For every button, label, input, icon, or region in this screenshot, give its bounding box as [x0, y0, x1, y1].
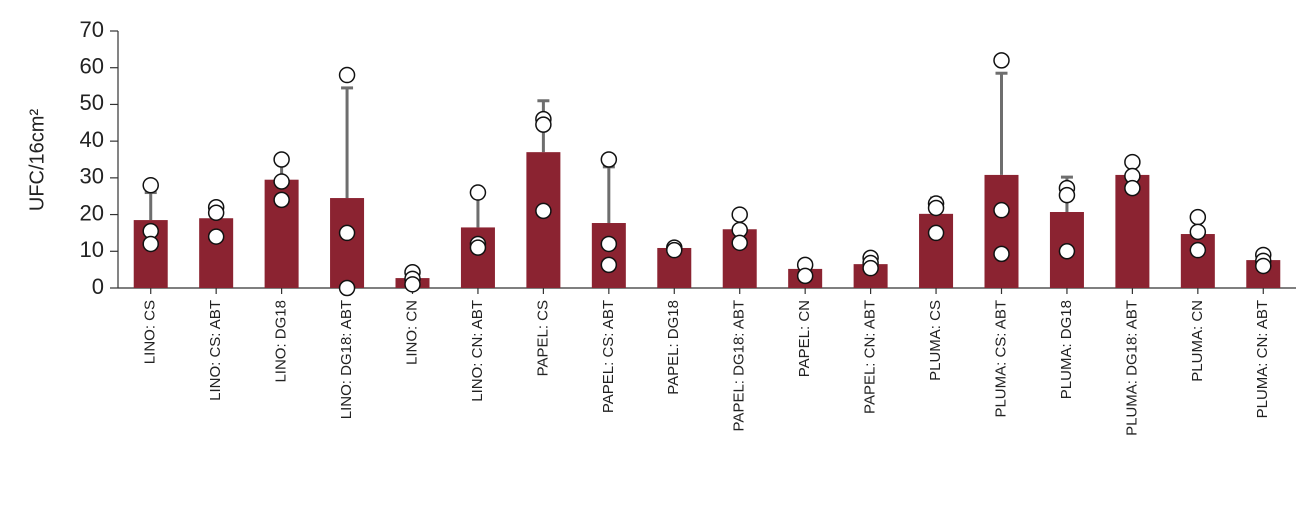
data-point — [927, 199, 945, 217]
x-tick-label: PLUMA: CS: ABT — [992, 300, 1009, 418]
data-point — [1189, 223, 1207, 241]
y-tick-label: 10 — [80, 237, 104, 262]
data-point — [338, 66, 356, 84]
data-point — [207, 204, 225, 221]
x-tick-label: PAPEL: CN — [796, 300, 813, 377]
x-tick-label: PLUMA: DG18: ABT — [1123, 300, 1140, 436]
y-tick-label: 20 — [80, 200, 104, 225]
data-point — [796, 267, 814, 285]
data-point — [731, 206, 748, 223]
x-tick-label: LINO: CS — [142, 300, 159, 364]
y-tick-label: 70 — [80, 17, 104, 42]
data-point — [535, 116, 552, 133]
data-point — [338, 224, 356, 242]
data-point — [142, 235, 159, 253]
bar — [330, 198, 365, 288]
data-point — [993, 245, 1010, 263]
data-point — [273, 173, 290, 190]
data-point — [666, 241, 683, 259]
data-point — [469, 184, 487, 201]
x-tick-label: PAPEL: CN: ABT — [862, 300, 879, 414]
data-point — [1124, 179, 1141, 197]
bar — [984, 174, 1019, 288]
x-tick-label: PAPEL: DG18: ABT — [731, 300, 748, 431]
data-point — [1124, 153, 1141, 171]
data-point — [927, 224, 945, 242]
y-tick-label: 0 — [92, 274, 104, 299]
bar — [591, 223, 626, 288]
x-tick-label: LINO: CN — [403, 300, 420, 365]
data-point — [404, 276, 421, 293]
data-point — [993, 201, 1010, 219]
data-point — [1058, 243, 1076, 260]
x-tick-label: LINO: DG18 — [273, 300, 290, 383]
data-point — [862, 259, 879, 277]
data-point — [993, 52, 1010, 69]
x-tick-label: PLUMA: CS — [927, 300, 944, 381]
data-point — [600, 256, 618, 274]
data-point — [1255, 257, 1272, 275]
data-point — [1189, 241, 1207, 259]
data-point — [535, 202, 552, 220]
data-point — [207, 228, 225, 245]
data-point — [273, 151, 290, 168]
x-tick-label: PLUMA: CN — [1189, 300, 1206, 382]
x-tick-label: PAPEL: CS: ABT — [600, 300, 617, 413]
y-tick-label: 50 — [80, 90, 104, 115]
y-tick-label: 30 — [80, 164, 104, 189]
data-point — [338, 279, 356, 297]
bar — [526, 152, 561, 288]
x-tick-label: LINO: DG18: ABT — [338, 300, 355, 419]
data-point — [1189, 208, 1207, 226]
x-tick-label: LINO: CS: ABT — [207, 300, 224, 401]
x-tick-label: PAPEL: DG18 — [665, 300, 682, 395]
y-tick-label: 60 — [80, 54, 104, 79]
data-point — [273, 191, 290, 209]
x-tick-label: PLUMA: DG18 — [1058, 300, 1075, 399]
data-point — [731, 234, 748, 252]
x-tick-label: PLUMA: CN: ABT — [1254, 300, 1271, 418]
x-tick-label: LINO: CN: ABT — [469, 300, 486, 402]
x-tick-label: PAPEL: CS — [534, 300, 551, 376]
data-point — [142, 176, 159, 194]
data-point — [1058, 186, 1076, 204]
y-axis-label: UFC/16cm² — [26, 109, 48, 212]
data-point — [469, 239, 487, 256]
data-point — [600, 235, 618, 253]
y-tick-label: 40 — [80, 127, 104, 152]
data-point — [600, 151, 618, 168]
